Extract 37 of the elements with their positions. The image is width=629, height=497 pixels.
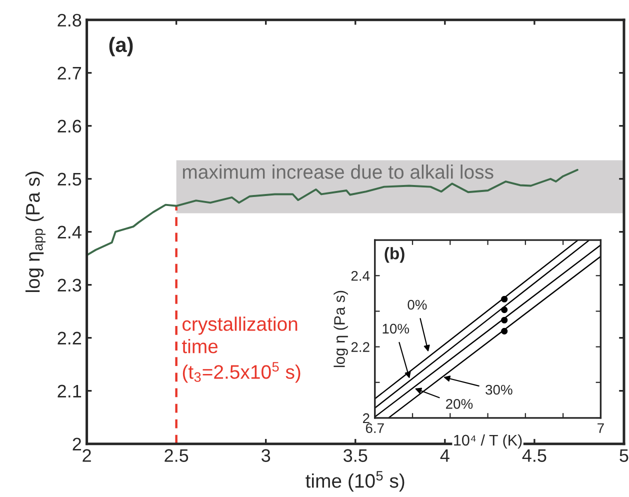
- y-tick-label: 2.3: [58, 278, 82, 292]
- y-tick-label: 2: [72, 438, 82, 450]
- y-tick-label: 2.5: [58, 172, 82, 186]
- x-axis-title: time (10$^{5}$ s): [306, 471, 404, 492]
- x-tick-label: 4: [440, 449, 450, 462]
- x-tick-label: 6.7: [366, 423, 384, 434]
- annotation: 20%: [446, 399, 473, 409]
- x-tick-label: 4.5: [522, 449, 546, 462]
- y-tick-label: 2.1: [58, 384, 82, 398]
- annotation: (a): [109, 36, 133, 56]
- y-tick-label: 2.2: [58, 332, 82, 344]
- x-tick-label: 2: [82, 449, 91, 462]
- ref-line-label: crystallization time (t$_{3}$=2.5x10$^{5}$ s): [182, 316, 300, 383]
- x-axis-title: 10⁴ / T (K): [454, 434, 522, 449]
- x-tick-label: 7: [598, 423, 604, 433]
- y-axis-title: log η (Pa s): [334, 290, 348, 368]
- point: [501, 316, 508, 324]
- y-tick-label: 2.2: [351, 342, 370, 352]
- annotation: 10%: [382, 324, 410, 334]
- x-tick-label: 2.5: [164, 449, 188, 462]
- annotation: (b): [384, 247, 404, 263]
- x-tick-label: 3: [262, 449, 270, 462]
- point: [501, 306, 508, 314]
- y-tick-label: 2.8: [58, 14, 82, 27]
- band-label: maximum increase due to alkali loss: [182, 164, 494, 179]
- y-tick-label: 2.4: [351, 270, 370, 281]
- y-tick-label: 2: [363, 413, 370, 424]
- annotation: 0%: [408, 300, 427, 310]
- point: [501, 328, 508, 334]
- y-axis-title: log η$_{app}$ (Pa s): [26, 172, 46, 292]
- annotation: 30%: [486, 384, 512, 395]
- y-tick-label: 2.7: [58, 66, 82, 80]
- y-tick-label: 2.4: [58, 226, 82, 238]
- x-tick-label: 5: [620, 449, 628, 462]
- x-tick-label: 3.5: [344, 449, 368, 462]
- y-tick-label: 2.6: [58, 120, 82, 133]
- point: [501, 296, 508, 302]
